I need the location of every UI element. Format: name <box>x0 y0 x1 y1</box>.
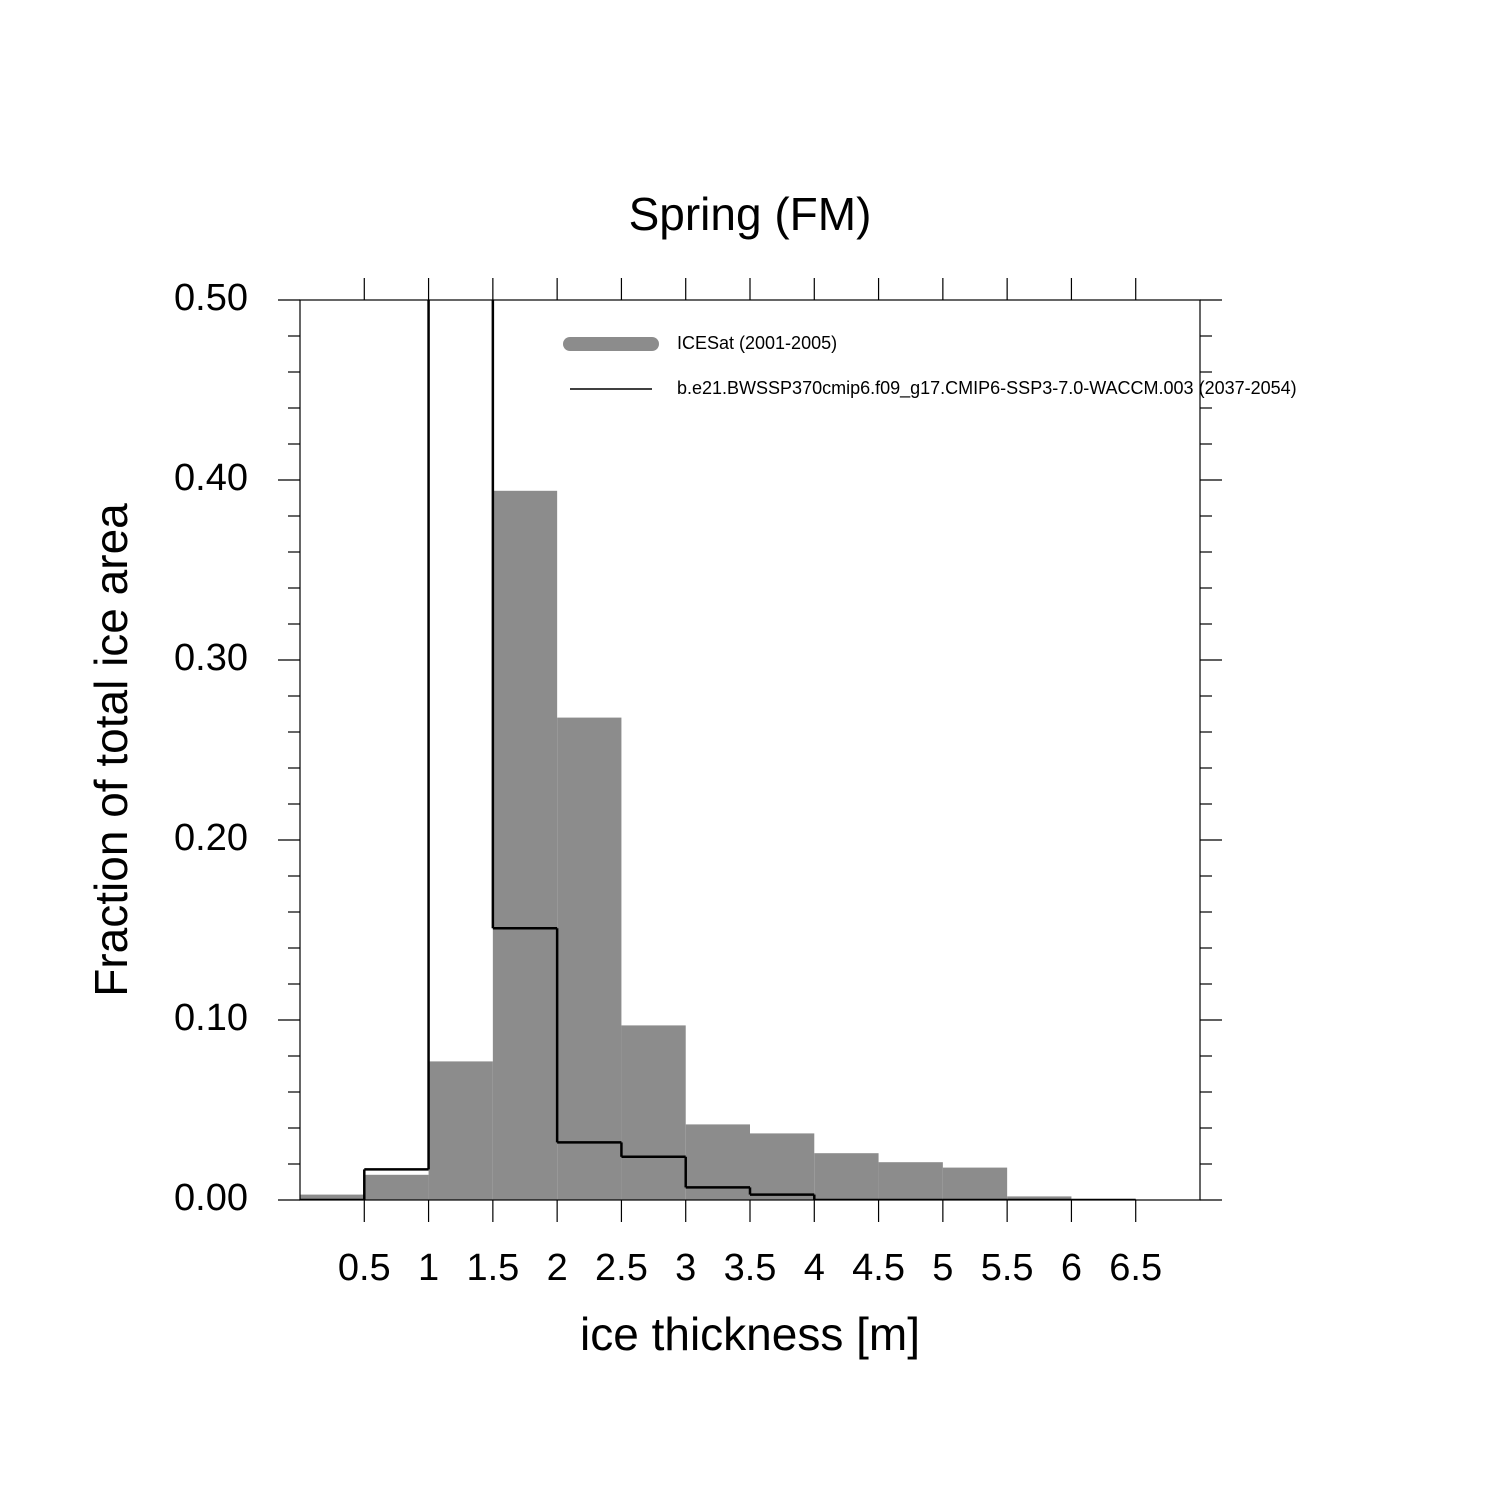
bar <box>428 1061 493 1200</box>
bar <box>621 1025 686 1200</box>
x-tick-label: 6.5 <box>1109 1247 1162 1289</box>
y-tick-label: 0.50 <box>174 277 248 319</box>
bar <box>300 1194 365 1200</box>
bar <box>685 1124 750 1200</box>
x-tick-label: 5.5 <box>981 1247 1034 1289</box>
x-tick-label: 3.5 <box>724 1247 777 1289</box>
bar <box>1007 1196 1072 1200</box>
y-tick-label: 0.20 <box>174 817 248 859</box>
bar <box>364 1174 429 1200</box>
y-tick-label: 0.10 <box>174 997 248 1039</box>
plot-marks <box>300 300 1136 1200</box>
legend-label: ICESat (2001-2005) <box>677 333 837 353</box>
bar <box>750 1133 815 1200</box>
bar <box>557 717 622 1200</box>
bar <box>942 1167 1008 1200</box>
y-tick-label: 0.00 <box>174 1177 248 1219</box>
chart-title: Spring (FM) <box>629 188 872 240</box>
x-tick-label: 1.5 <box>466 1247 519 1289</box>
bar <box>492 490 558 1200</box>
x-tick-label: 4 <box>804 1247 825 1289</box>
x-tick-label: 5 <box>932 1247 953 1289</box>
y-tick-label: 0.30 <box>174 637 248 679</box>
x-tick-label: 6 <box>1061 1247 1082 1289</box>
x-tick-label: 2 <box>547 1247 568 1289</box>
x-tick-label: 0.5 <box>338 1247 391 1289</box>
x-tick-label: 2.5 <box>595 1247 648 1289</box>
y-axis-label: Fraction of total ice area <box>85 503 137 997</box>
x-tick-label: 1 <box>418 1247 439 1289</box>
bar <box>878 1162 943 1200</box>
legend-label: b.e21.BWSSP370cmip6.f09_g17.CMIP6-SSP3-7… <box>677 378 1297 399</box>
y-tick-label: 0.40 <box>174 457 248 499</box>
bar <box>814 1153 879 1200</box>
x-tick-label: 3 <box>675 1247 696 1289</box>
x-axis-label: ice thickness [m] <box>580 1308 920 1360</box>
x-tick-label: 4.5 <box>852 1247 905 1289</box>
